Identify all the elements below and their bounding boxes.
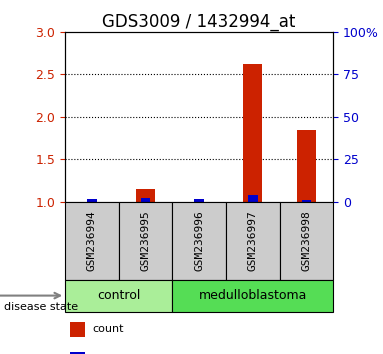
Bar [194,199,204,202]
Bar [226,202,280,280]
Text: disease state: disease state [4,302,78,312]
Text: GSM236996: GSM236996 [194,210,204,271]
Text: GSM236994: GSM236994 [87,210,97,271]
Bar [301,200,311,202]
Bar [65,202,119,280]
Bar [244,64,262,202]
Text: GSM236998: GSM236998 [301,210,311,271]
Bar [297,130,316,202]
Text: control: control [97,289,141,302]
Bar [141,198,151,202]
Title: GDS3009 / 1432994_at: GDS3009 / 1432994_at [103,13,296,30]
Bar [172,280,333,312]
Bar [248,195,258,202]
Bar [70,322,85,337]
Bar [65,280,172,312]
Text: count: count [92,324,123,335]
Bar [70,352,85,354]
Text: GSM236997: GSM236997 [248,210,258,271]
Bar [280,202,333,280]
Bar [172,202,226,280]
Text: GSM236995: GSM236995 [141,210,151,271]
Text: medulloblastoma: medulloblastoma [199,289,307,302]
Bar [119,202,172,280]
Bar [136,189,155,202]
Bar [87,199,97,202]
